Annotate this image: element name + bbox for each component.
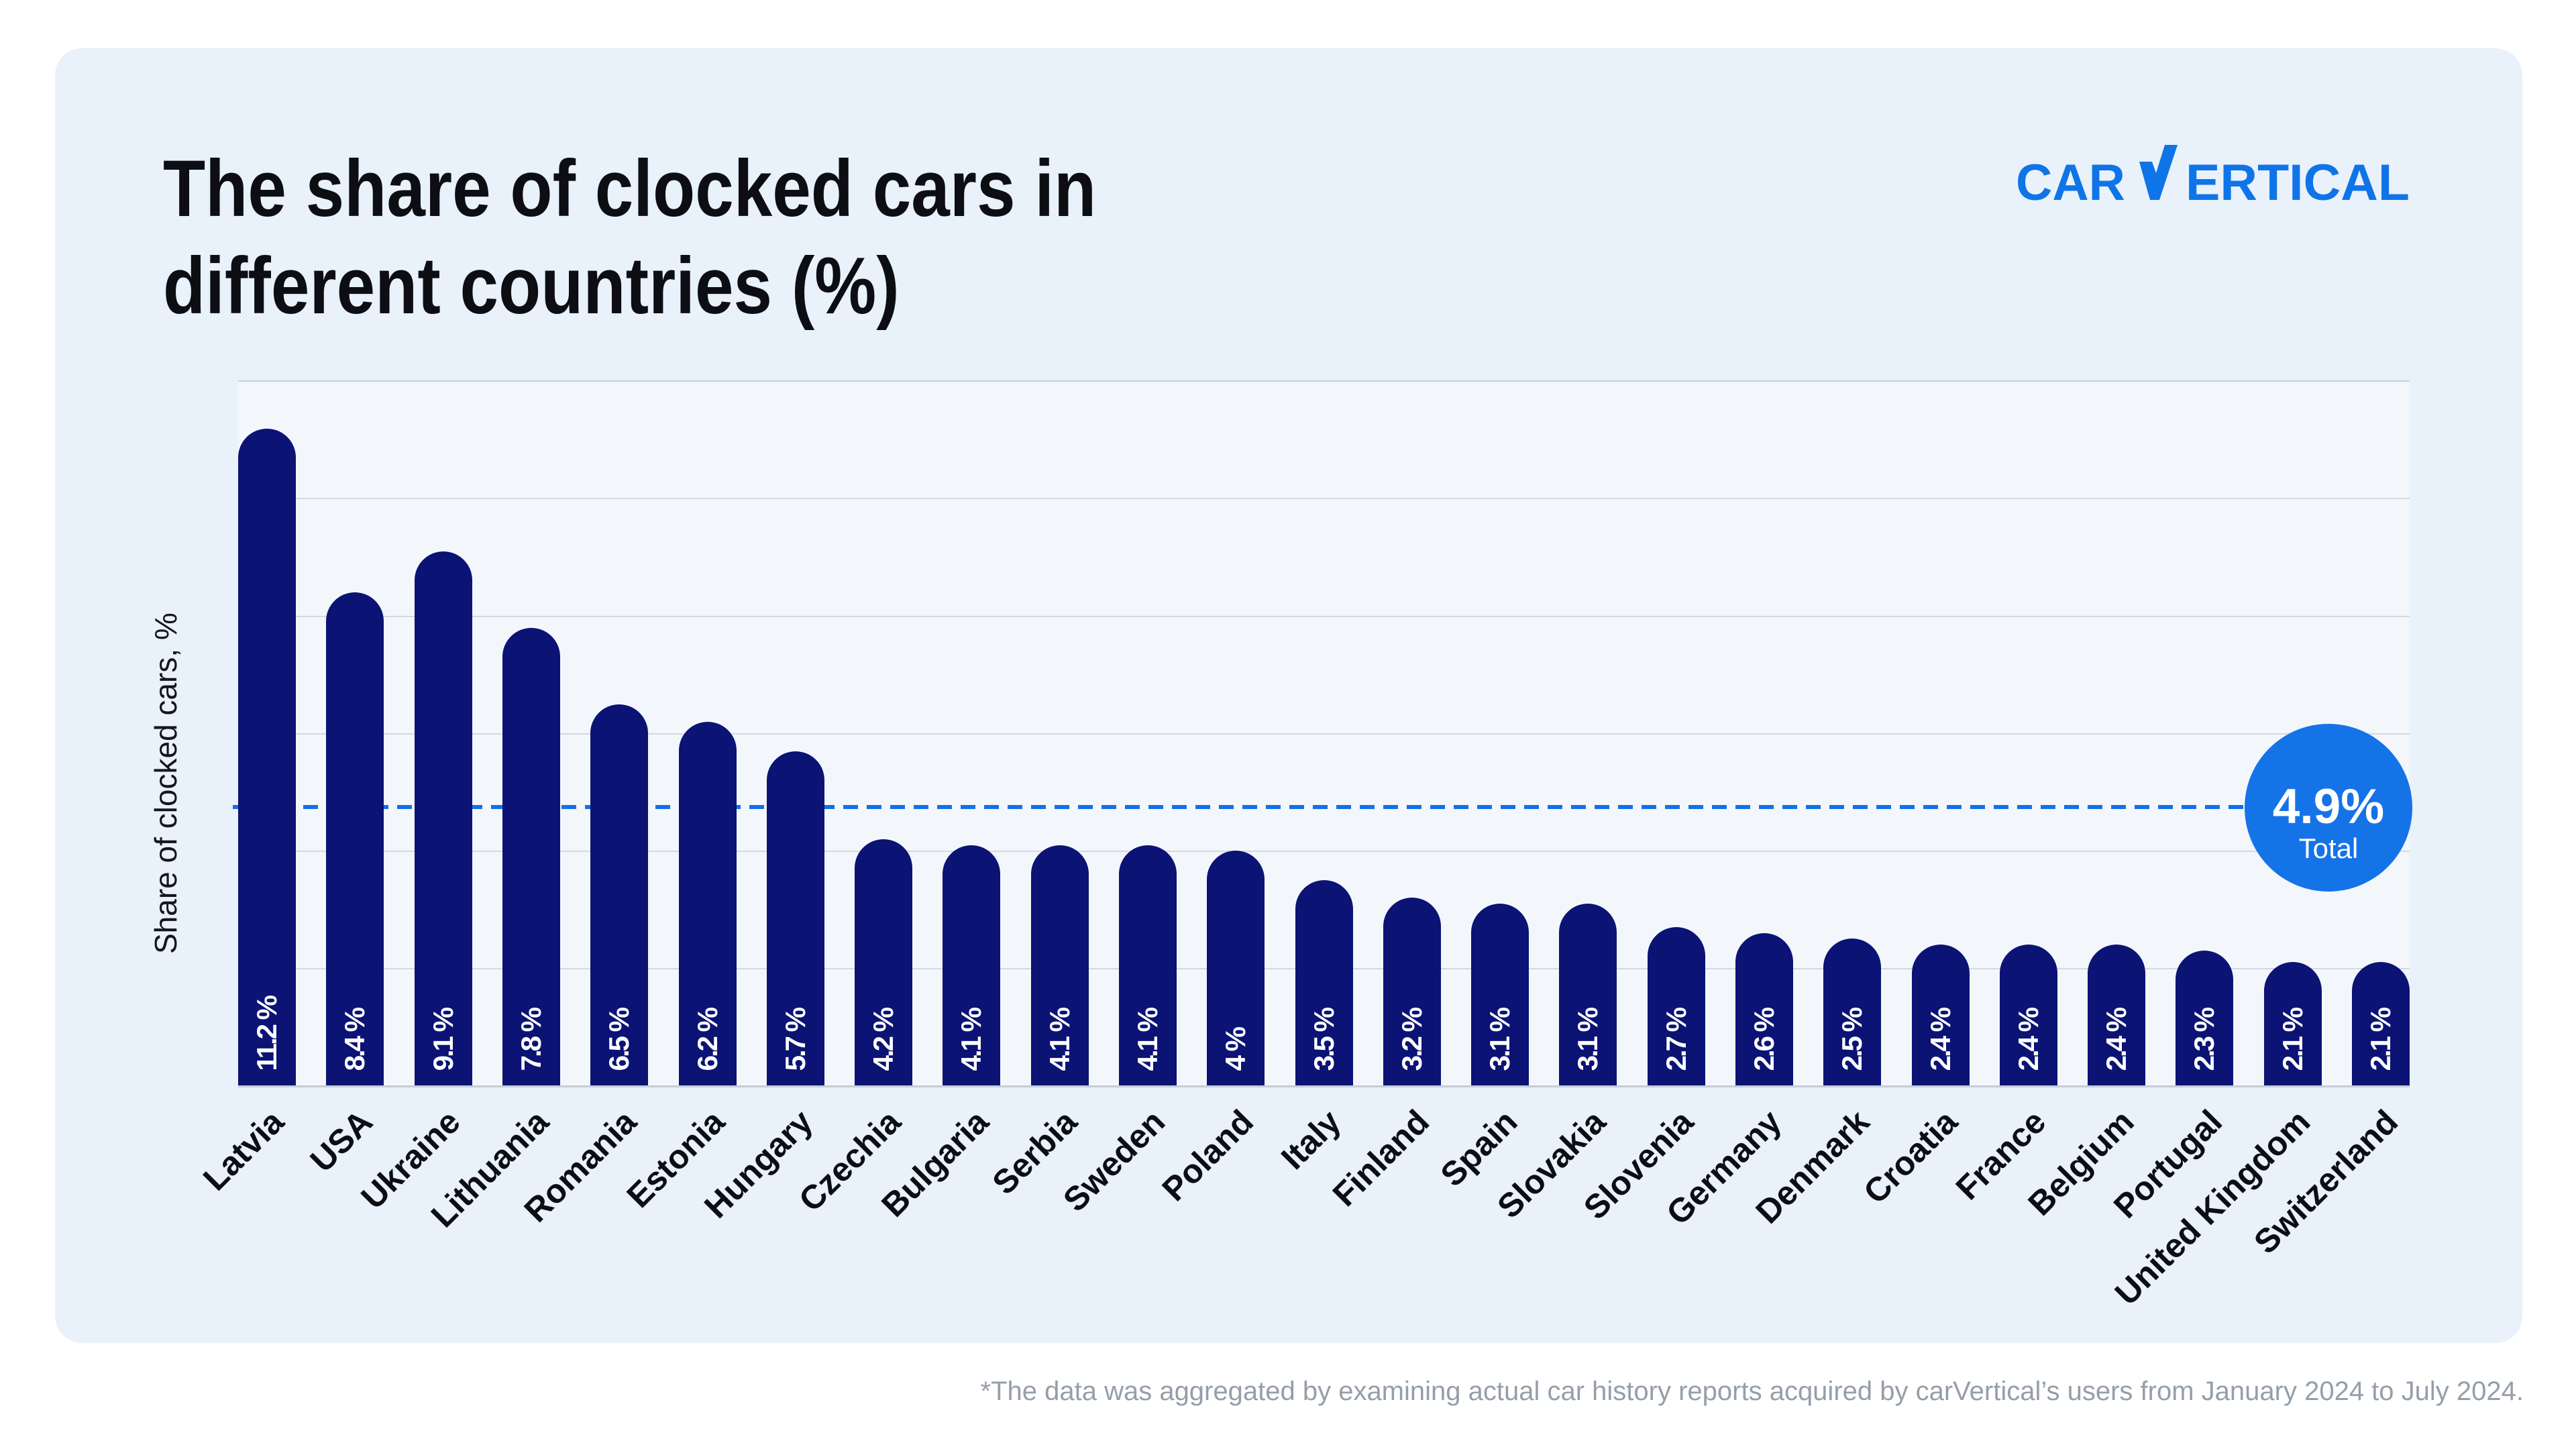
svg-text:ERTICAL: ERTICAL <box>2186 154 2410 203</box>
svg-text:CAR: CAR <box>2016 154 2125 203</box>
